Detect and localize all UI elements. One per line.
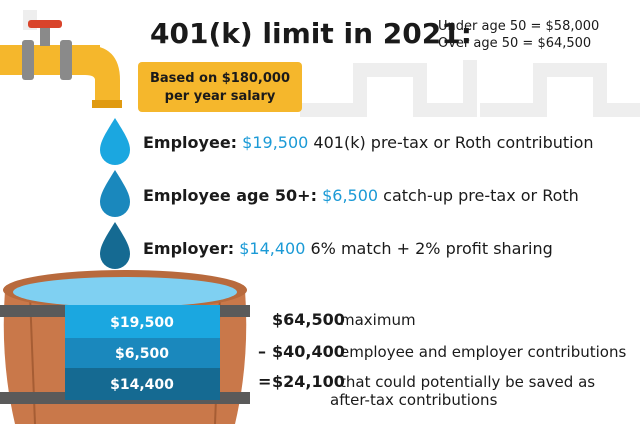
contribution-description: 6% match + 2% profit sharing bbox=[310, 239, 552, 258]
badge-text: Based on $180,000 bbox=[150, 71, 290, 86]
layer-label: $6,500 bbox=[115, 346, 169, 362]
contribution-amount: $6,500 bbox=[322, 186, 378, 205]
badge bbox=[138, 62, 302, 112]
math-text: employee and employer contributions bbox=[340, 343, 626, 361]
contribution-label: Employer: bbox=[143, 239, 234, 258]
contribution-label: Employee age 50+: bbox=[143, 186, 317, 205]
limit: Under age 50 = $58,000 bbox=[438, 19, 599, 34]
layer-label: $19,500 bbox=[110, 315, 174, 331]
title: 401(k) limit in 2021: bbox=[150, 17, 472, 50]
operator: – bbox=[258, 342, 266, 361]
layer-label: $14,400 bbox=[110, 377, 174, 393]
drop bbox=[100, 170, 130, 217]
contribution: Employer: $14,400 6% match + 2% profit s… bbox=[143, 239, 553, 258]
operator: = bbox=[258, 372, 271, 391]
math-amount: $24,100 bbox=[272, 372, 345, 391]
math-amount: $40,400 bbox=[272, 342, 345, 361]
limit: Over age 50 = $64,500 bbox=[438, 36, 591, 51]
contribution-label: Employee: bbox=[143, 133, 237, 152]
math-text: after-tax contributions bbox=[330, 391, 498, 409]
contribution-amount: $19,500 bbox=[242, 133, 308, 152]
math-amount: $64,500 bbox=[272, 310, 345, 329]
contribution-description: catch-up pre-tax or Roth bbox=[383, 186, 579, 205]
drop bbox=[100, 222, 130, 269]
contribution-description: 401(k) pre-tax or Roth contribution bbox=[313, 133, 593, 152]
badge-text: per year salary bbox=[165, 89, 276, 104]
contribution: Employee age 50+: $6,500 catch-up pre-ta… bbox=[143, 186, 579, 205]
math-text: that could potentially be saved as bbox=[340, 373, 595, 391]
drop bbox=[100, 118, 130, 165]
math-text: maximum bbox=[340, 311, 416, 329]
faucet bbox=[0, 20, 122, 108]
barrel bbox=[0, 270, 250, 424]
contribution: Employee: $19,500 401(k) pre-tax or Roth… bbox=[143, 133, 594, 152]
contribution-amount: $14,400 bbox=[239, 239, 305, 258]
